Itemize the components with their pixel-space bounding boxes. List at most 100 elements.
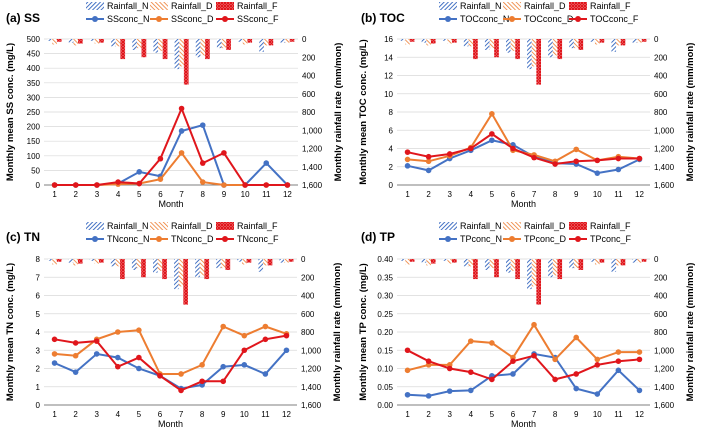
rainfall-bar-D	[510, 39, 516, 51]
y-tick-label: 0.30	[377, 292, 393, 301]
y-tick-label: 350	[27, 79, 41, 88]
legend-marker-conc-D	[156, 236, 162, 242]
rainfall-bar-N	[569, 39, 574, 49]
rainfall-bar-F	[599, 259, 605, 263]
rainfall-bar-D	[52, 259, 57, 265]
rainfall-bar-D	[157, 259, 163, 271]
legend-swatch-rainfall-N	[439, 2, 457, 10]
data-point-D	[221, 182, 227, 188]
rainfall-bar-N	[632, 259, 638, 263]
x-tick-label: 6	[158, 190, 163, 199]
y2-tick-label: 1,200	[654, 145, 675, 154]
x-tick-label: 4	[469, 190, 474, 199]
rainfall-bar-F	[557, 259, 563, 280]
legend-marker-conc-N	[445, 236, 451, 242]
data-point-D	[573, 334, 580, 341]
legend-entry: SSconc_N	[107, 14, 150, 24]
data-point-F	[573, 371, 580, 377]
rainfall-bar-F	[515, 39, 520, 60]
rainfall-bar-N	[442, 259, 448, 261]
data-point-F	[510, 145, 516, 152]
legend-swatch-rainfall-F	[569, 222, 587, 230]
data-point-F	[262, 336, 269, 343]
x-tick-label: 1	[405, 190, 410, 199]
y-tick-label: 250	[27, 108, 41, 117]
y2-tick-label: 1,000	[654, 346, 675, 355]
data-point-F	[404, 149, 411, 155]
rainfall-bar-N	[47, 39, 53, 41]
rainfall-bar-F	[578, 259, 584, 270]
rainfall-bar-D	[447, 39, 453, 44]
series-line-F	[54, 334, 287, 392]
rainfall-bar-D	[73, 259, 78, 266]
rainfall-bar-D	[405, 39, 410, 45]
legend-swatch-rainfall-D	[503, 2, 521, 10]
rainfall-bar-F	[557, 39, 563, 60]
data-point-F	[636, 356, 643, 363]
rainfall-bar-N	[611, 259, 617, 272]
x-axis-label: Month	[158, 419, 183, 429]
data-point-F	[199, 160, 206, 166]
legend-marker-conc-F	[575, 236, 581, 242]
data-point-D	[425, 158, 432, 165]
series-line-D	[407, 322, 640, 372]
rainfall-bar-N	[216, 39, 222, 49]
rainfall-bar-N	[548, 39, 553, 58]
data-point-F	[467, 369, 474, 375]
rainfall-bar-F	[78, 39, 83, 44]
y-tick-label: 500	[27, 35, 41, 44]
rainfall-bar-D	[221, 39, 227, 49]
data-point-F	[242, 182, 248, 188]
data-point-F	[51, 182, 58, 188]
rainfall-bar-F	[120, 39, 126, 60]
data-point-D	[262, 323, 269, 330]
y-tick-label: 0.40	[377, 255, 393, 264]
rainfall-bar-F	[641, 39, 647, 42]
y-tick-label: 6	[36, 292, 41, 301]
y2-tick-label: 400	[654, 292, 668, 301]
x-tick-label: 9	[221, 410, 226, 419]
legend-marker-conc-F	[222, 16, 228, 22]
data-point-F	[636, 155, 643, 162]
data-point-F	[284, 182, 291, 188]
y2-tick-label: 1,400	[654, 383, 675, 392]
data-point-N	[425, 393, 432, 399]
rainfall-bar-N	[216, 259, 221, 269]
rainfall-bar-F	[205, 39, 210, 60]
rainfall-bar-D	[637, 39, 642, 43]
rainfall-bar-F	[452, 39, 457, 43]
x-tick-label: 12	[635, 190, 644, 199]
rainfall-bar-F	[120, 259, 125, 280]
x-tick-label: 2	[74, 190, 79, 199]
rainfall-bar-F	[473, 259, 478, 280]
y2-tick-label: 0	[301, 255, 306, 264]
rainfall-bar-D	[573, 39, 579, 49]
y2-axis-label: Monthly rainfall rate (mm/mon)	[685, 43, 696, 182]
rainfall-bar-N	[132, 39, 137, 50]
rainfall-bar-D	[426, 39, 431, 46]
legend-entry: TPconc_D	[524, 234, 567, 244]
y-tick-label: 0.35	[377, 273, 393, 282]
data-point-N	[425, 167, 432, 174]
y2-tick-label: 200	[301, 273, 315, 282]
rainfall-bar-F	[99, 39, 104, 43]
x-tick-label: 6	[511, 410, 516, 419]
x-tick-label: 10	[241, 190, 250, 199]
y2-tick-label: 1,200	[302, 145, 323, 154]
rainfall-bar-N	[238, 39, 243, 42]
chart-panel-3: (c) TN Rainfall_N Rainfall_D Rainfall_F TNco…	[5, 221, 343, 429]
y2-tick-label: 600	[654, 310, 668, 319]
legend-entry: Rainfall_D	[524, 221, 566, 231]
x-tick-label: 10	[593, 190, 602, 199]
rainfall-bar-F	[56, 259, 62, 262]
chart-panel-4: (d) TP Rainfall_N Rainfall_D Rainfall_F TPco…	[358, 221, 696, 429]
legend-entry: Rainfall_F	[237, 221, 278, 231]
data-point-D	[178, 150, 185, 156]
rainfall-bar-D	[136, 39, 142, 49]
rainfall-bar-N	[258, 259, 264, 272]
rainfall-bar-N	[153, 39, 159, 53]
y-axis-label: Monthly mean TOC conc. (mg/L)	[358, 39, 369, 185]
data-point-N	[573, 385, 580, 392]
data-point-N	[220, 363, 227, 370]
data-point-D	[573, 146, 580, 153]
